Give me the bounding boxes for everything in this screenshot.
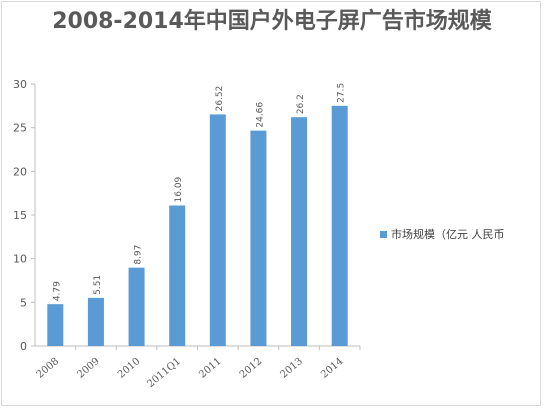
x-tick-label: 2012 [238,356,265,381]
y-tick-label: 15 [13,209,27,222]
bar [209,114,226,346]
data-label: 5.51 [93,275,103,295]
x-tick-label: 2011Q1 [145,356,183,390]
y-tick-label: 30 [13,78,27,91]
bar [331,105,348,346]
x-tick-label: 2008 [35,356,62,381]
bar [128,267,145,346]
data-label: 24.66 [255,102,265,128]
data-label: 27.5 [337,83,347,103]
y-tick-label: 0 [20,340,27,353]
data-label: 8.97 [134,245,144,265]
data-label: 26.52 [215,86,225,112]
bar [87,297,104,346]
y-tick-label: 20 [13,165,27,178]
bar [47,304,64,346]
legend-swatch [380,230,387,238]
data-label: 4.79 [52,281,62,301]
data-label: 16.09 [174,176,184,202]
bar [291,117,308,346]
x-tick-label: 2009 [75,356,102,381]
bar [250,130,267,346]
legend-label: 市场规模（亿元 人民币 [391,228,505,241]
y-tick-label: 10 [13,253,27,266]
bar [169,205,186,346]
x-tick-label: 2014 [319,356,346,381]
y-tick-label: 5 [20,296,27,309]
x-tick-label: 2013 [278,356,305,381]
chart-title: 2008-2014年中国户外电子屏广告市场规模 [52,9,492,34]
y-tick-label: 25 [13,122,27,135]
x-tick-label: 2011 [197,356,224,381]
legend: 市场规模（亿元 人民币 [380,226,505,242]
data-label: 26.2 [296,94,306,114]
x-tick-label: 2010 [116,356,143,381]
